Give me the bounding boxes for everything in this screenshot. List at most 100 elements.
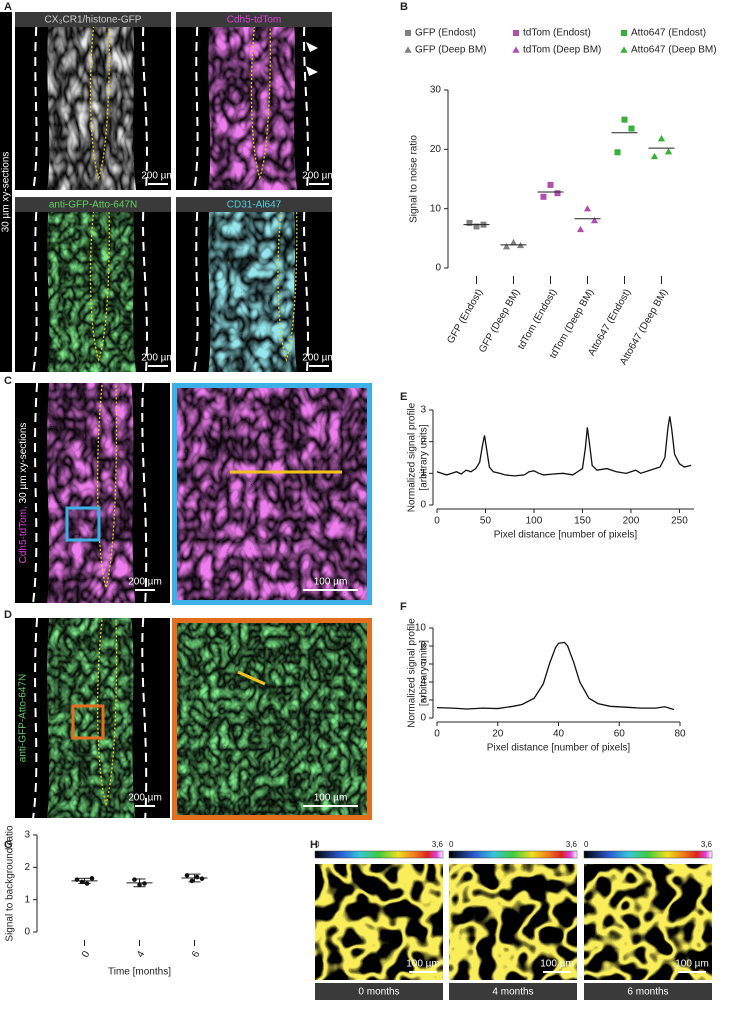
point (547, 181, 554, 188)
roi-box (65, 506, 101, 542)
zoom-border (172, 383, 372, 605)
point (132, 877, 137, 882)
legend-marker (512, 46, 520, 53)
point (583, 205, 592, 212)
profile-curve (436, 416, 692, 477)
sinus-outline (89, 13, 110, 180)
point (184, 873, 190, 878)
scale-label: 100 µm (406, 959, 440, 970)
side-label: 30 µm xy-sections (1, 152, 12, 233)
y-tick-label: 10 (430, 203, 442, 214)
colorbar-label: 3,6 (566, 840, 578, 849)
y-tick-label: 2 (24, 862, 30, 873)
point (509, 238, 518, 246)
x-tick-label: tdTom (Endost) (516, 287, 559, 351)
zoom-border (172, 618, 372, 820)
panel-label: G (4, 839, 13, 851)
y-tick-label: 0 (435, 263, 441, 274)
caption: 4 months (492, 987, 533, 998)
micrograph (15, 196, 171, 373)
x-tick-label: 0 (434, 516, 440, 527)
scale-label: 100 µm (675, 959, 709, 970)
legend-marker (404, 46, 412, 53)
y-tick-label: 20 (430, 144, 442, 155)
point (199, 876, 205, 881)
caption-bar (584, 983, 712, 1000)
y-tick-label: 0 (420, 713, 426, 724)
y-axis-label: Normalized signal profile (407, 618, 418, 728)
bone-outline (193, 11, 200, 191)
caption-bar (449, 983, 577, 1000)
x-tick-label: GFP (Endost) (445, 287, 485, 345)
micrograph (15, 382, 170, 604)
point (621, 116, 628, 123)
sinus-outline (250, 13, 271, 180)
y-tick-label: 1 (24, 894, 30, 905)
bone-outline (142, 196, 148, 373)
panel-label: F (400, 601, 407, 613)
y-tick-label: 4 (420, 677, 426, 688)
point (554, 190, 561, 197)
colorbar (314, 850, 444, 859)
colorbar-label: 3,6 (701, 840, 713, 849)
caption-bar (315, 983, 443, 1000)
bone-outline (141, 382, 148, 604)
bone-outline (32, 382, 39, 604)
micrograph (15, 617, 170, 819)
x-axis-label: Pixel distance [number of pixels] (487, 743, 631, 754)
point (84, 881, 90, 886)
x-tick-label: GFP (Deep BM) (477, 287, 522, 354)
micrograph (176, 196, 332, 373)
legend-label: GFP (Endost) (415, 28, 476, 39)
point (89, 876, 95, 881)
panel-label: H (310, 839, 318, 851)
y-tick-label: 1 (420, 468, 426, 479)
x-axis-label: Pixel distance [number of pixels] (494, 530, 638, 541)
tissue-texture (47, 618, 136, 818)
panel-label: B (400, 1, 408, 13)
legend-label: tdTom (Endost) (523, 28, 591, 39)
x-tick-label: 20 (492, 729, 504, 740)
scale-label: 200 µm (302, 353, 336, 364)
x-tick-label: 80 (674, 729, 686, 740)
roi-box (71, 704, 105, 740)
point (502, 243, 511, 250)
y-axis-label: Signal to noise ratio (409, 135, 420, 223)
bone-outline (32, 617, 39, 819)
colorbar-label: 3,6 (432, 840, 444, 849)
scale-label: 200 µm (141, 171, 175, 182)
point (189, 878, 195, 884)
sinus-outline (89, 198, 110, 362)
side-strip (0, 12, 12, 372)
y-tick-label: 0 (420, 500, 426, 511)
x-tick-label: 200 (623, 516, 640, 527)
y-tick-label: 3 (420, 405, 426, 416)
tissue-texture (47, 383, 136, 603)
legend-marker (513, 30, 519, 36)
legend-marker (405, 30, 411, 36)
micrograph (15, 11, 171, 191)
x-tick-label: 50 (480, 516, 492, 527)
y-tick-label: 10 (415, 623, 427, 634)
x-tick-label: 6 (190, 949, 203, 960)
panel-label: A (4, 1, 12, 13)
point (628, 125, 635, 132)
bone-outline (32, 196, 39, 373)
x-tick-label: 0 (434, 729, 440, 740)
point (79, 879, 85, 885)
scale-label: 200 µm (141, 353, 175, 364)
tissue-texture (208, 12, 297, 190)
scale-label: 200 µm (128, 793, 162, 804)
point (137, 882, 142, 888)
zoom-texture (172, 383, 372, 605)
side-label-part: Cdh5-tdTom, (18, 506, 29, 563)
image-label: anti-GFP-Atto-647N (49, 200, 137, 211)
point (142, 881, 147, 886)
point (466, 219, 473, 226)
panel-label: E (400, 391, 407, 403)
point (74, 877, 80, 882)
point (590, 216, 599, 224)
image-header (176, 197, 332, 212)
scale-label: 100 µm (314, 577, 348, 588)
